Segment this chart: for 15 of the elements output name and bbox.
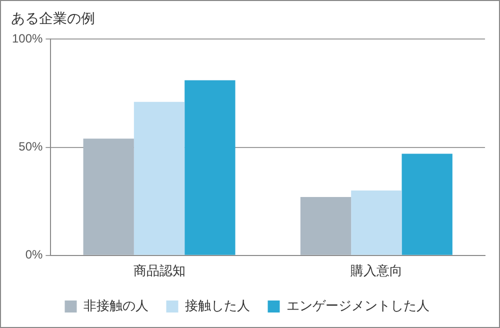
x-tick-label: 購入意向 <box>350 262 402 278</box>
legend-label: 接触した人 <box>184 298 250 314</box>
x-tick-label: 商品認知 <box>133 262 186 278</box>
bar <box>83 138 134 255</box>
bar <box>300 197 352 255</box>
chart-title: ある企業の例 <box>11 10 95 28</box>
y-tick-label: 100% <box>12 32 44 46</box>
bar <box>402 154 452 255</box>
bar <box>134 102 185 255</box>
y-tick-label: 0% <box>25 248 44 262</box>
bar <box>351 190 402 255</box>
bar <box>184 80 236 255</box>
legend-label: エンゲージメントした人 <box>286 298 430 314</box>
y-tick-label: 50% <box>18 140 44 154</box>
legend-label: 非接触の人 <box>83 298 148 314</box>
